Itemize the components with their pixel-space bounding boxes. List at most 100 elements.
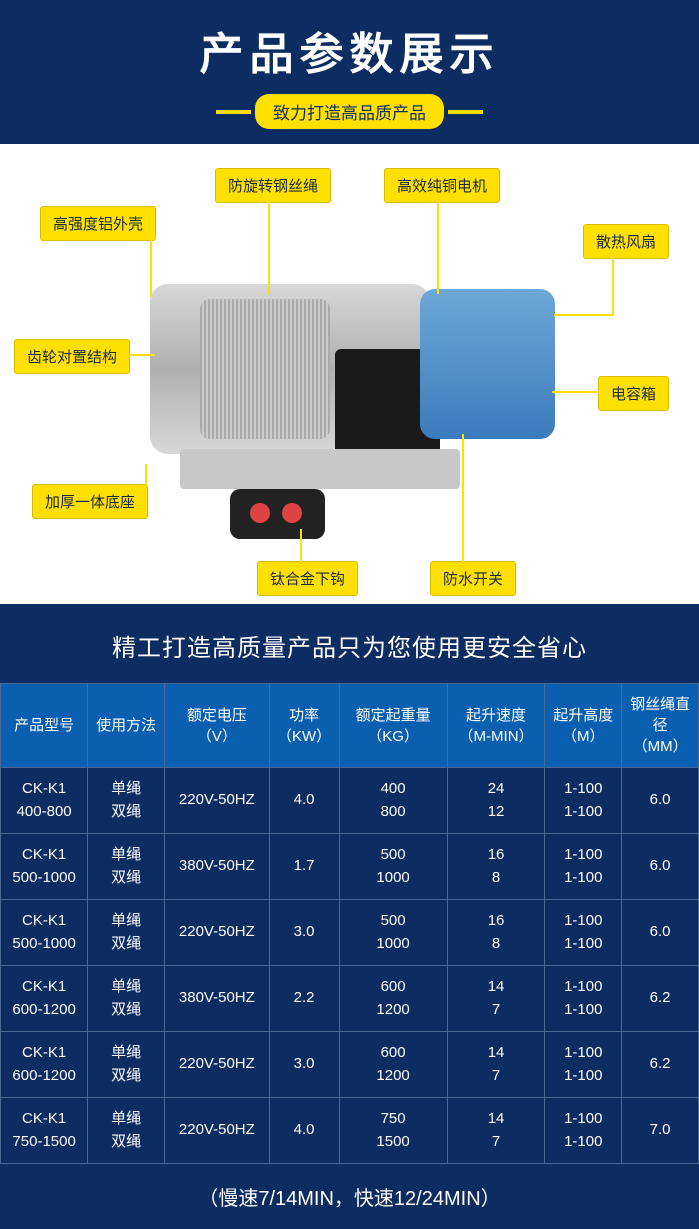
table-cell: 单绳双绳 bbox=[88, 900, 165, 966]
table-cell: 220V-50HZ bbox=[165, 768, 270, 834]
spec-table: 产品型号使用方法额定电压（V）功率（KW）额定起重量（KG）起升速度（M-MIN… bbox=[0, 683, 699, 1164]
footnote: （慢速7/14MIN，快速12/24MIN） bbox=[0, 1164, 699, 1229]
table-cell: 1-1001-100 bbox=[545, 768, 622, 834]
table-cell: 6.2 bbox=[622, 966, 699, 1032]
table-header-cell: 使用方法 bbox=[88, 684, 165, 768]
table-cell: CK-K1400-800 bbox=[1, 768, 88, 834]
winch-base bbox=[180, 449, 460, 489]
table-cell: 220V-50HZ bbox=[165, 1098, 270, 1164]
leader-bottom-mid bbox=[300, 529, 302, 563]
product-illustration bbox=[140, 229, 560, 559]
leader-right-upper-v bbox=[612, 255, 614, 315]
table-cell: 220V-50HZ bbox=[165, 1032, 270, 1098]
table-cell: 168 bbox=[447, 834, 545, 900]
table-row: CK-K1750-1500单绳双绳220V-50HZ4.075015001471… bbox=[1, 1098, 699, 1164]
winch-drum bbox=[200, 299, 330, 439]
table-row: CK-K1600-1200单绳双绳380V-50HZ2.260012001471… bbox=[1, 966, 699, 1032]
table-cell: 147 bbox=[447, 1098, 545, 1164]
leader-right-mid bbox=[552, 391, 607, 393]
table-cell: 1-1001-100 bbox=[545, 966, 622, 1032]
table-cell: 单绳双绳 bbox=[88, 1098, 165, 1164]
table-cell: 168 bbox=[447, 900, 545, 966]
table-cell: CK-K1750-1500 bbox=[1, 1098, 88, 1164]
subtitle-wrap: 致力打造高品质产品 bbox=[0, 94, 699, 129]
table-cell: 2.2 bbox=[269, 966, 339, 1032]
leader-top-right bbox=[437, 199, 439, 294]
table-cell: 6.2 bbox=[622, 1032, 699, 1098]
table-cell: 7501500 bbox=[339, 1098, 447, 1164]
table-cell: 2412 bbox=[447, 768, 545, 834]
leader-left-mid bbox=[120, 354, 155, 356]
table-cell: 4.0 bbox=[269, 1098, 339, 1164]
callout-right-mid: 电容箱 bbox=[598, 376, 669, 411]
table-header-cell: 钢丝绳直径（MM） bbox=[622, 684, 699, 768]
header: 产品参数展示 致力打造高品质产品 bbox=[0, 0, 699, 144]
leader-bottom-right bbox=[462, 434, 464, 563]
table-row: CK-K1600-1200单绳双绳220V-50HZ3.060012001471… bbox=[1, 1032, 699, 1098]
table-body: CK-K1400-800单绳双绳220V-50HZ4.040080024121-… bbox=[1, 768, 699, 1164]
table-cell: CK-K1500-1000 bbox=[1, 900, 88, 966]
leader-top-left bbox=[150, 237, 152, 297]
table-cell: 1.7 bbox=[269, 834, 339, 900]
table-cell: 7.0 bbox=[622, 1098, 699, 1164]
page-title: 产品参数展示 bbox=[0, 18, 699, 82]
subtitle-bar-left bbox=[216, 110, 251, 114]
table-cell: 单绳双绳 bbox=[88, 768, 165, 834]
table-row: CK-K1400-800单绳双绳220V-50HZ4.040080024121-… bbox=[1, 768, 699, 834]
callout-bottom-right: 防水开关 bbox=[430, 561, 516, 596]
table-row: CK-K1500-1000单绳双绳380V-50HZ1.750010001681… bbox=[1, 834, 699, 900]
table-header-cell: 额定电压（V） bbox=[165, 684, 270, 768]
table-cell: 4.0 bbox=[269, 768, 339, 834]
tagline-section: 精工打造高质量产品只为您使用更安全省心 bbox=[0, 604, 699, 683]
table-cell: 3.0 bbox=[269, 1032, 339, 1098]
callout-bottom-left: 加厚一体底座 bbox=[32, 484, 148, 519]
callout-right-upper: 散热风扇 bbox=[583, 224, 669, 259]
table-cell: 6001200 bbox=[339, 1032, 447, 1098]
table-cell: 5001000 bbox=[339, 834, 447, 900]
callout-top-mid: 防旋转钢丝绳 bbox=[215, 168, 331, 203]
table-cell: 220V-50HZ bbox=[165, 900, 270, 966]
leader-bottom-left bbox=[145, 464, 147, 486]
spec-table-section: 产品型号使用方法额定电压（V）功率（KW）额定起重量（KG）起升速度（M-MIN… bbox=[0, 683, 699, 1164]
table-cell: CK-K1600-1200 bbox=[1, 1032, 88, 1098]
table-cell: 6001200 bbox=[339, 966, 447, 1032]
callout-left-mid: 齿轮对置结构 bbox=[14, 339, 130, 374]
callout-top-right: 高效纯铜电机 bbox=[384, 168, 500, 203]
table-header-row: 产品型号使用方法额定电压（V）功率（KW）额定起重量（KG）起升速度（M-MIN… bbox=[1, 684, 699, 768]
winch-motor bbox=[420, 289, 555, 439]
table-row: CK-K1500-1000单绳双绳220V-50HZ3.050010001681… bbox=[1, 900, 699, 966]
table-cell: 380V-50HZ bbox=[165, 966, 270, 1032]
table-header-cell: 产品型号 bbox=[1, 684, 88, 768]
table-cell: 6.0 bbox=[622, 900, 699, 966]
subtitle: 致力打造高品质产品 bbox=[255, 94, 444, 129]
product-diagram: 高强度铝外壳 防旋转钢丝绳 高效纯铜电机 散热风扇 齿轮对置结构 电容箱 加厚一… bbox=[0, 144, 699, 604]
table-cell: 3.0 bbox=[269, 900, 339, 966]
table-cell: 1-1001-100 bbox=[545, 1032, 622, 1098]
table-cell: 单绳双绳 bbox=[88, 966, 165, 1032]
remote-control bbox=[230, 489, 325, 539]
table-cell: 400800 bbox=[339, 768, 447, 834]
callout-bottom-mid: 钛合金下钩 bbox=[257, 561, 358, 596]
table-cell: CK-K1600-1200 bbox=[1, 966, 88, 1032]
leader-top-mid bbox=[268, 199, 270, 294]
table-cell: 1-1001-100 bbox=[545, 834, 622, 900]
table-header-cell: 起升高度（M） bbox=[545, 684, 622, 768]
table-cell: 6.0 bbox=[622, 834, 699, 900]
subtitle-bar-right bbox=[448, 110, 483, 114]
table-cell: 单绳双绳 bbox=[88, 834, 165, 900]
leader-right-upper-h bbox=[554, 314, 614, 316]
callout-top-left: 高强度铝外壳 bbox=[40, 206, 156, 241]
table-cell: 147 bbox=[447, 966, 545, 1032]
table-cell: 6.0 bbox=[622, 768, 699, 834]
table-header-cell: 额定起重量（KG） bbox=[339, 684, 447, 768]
table-cell: 147 bbox=[447, 1032, 545, 1098]
table-cell: 380V-50HZ bbox=[165, 834, 270, 900]
table-cell: CK-K1500-1000 bbox=[1, 834, 88, 900]
table-header-cell: 功率（KW） bbox=[269, 684, 339, 768]
tagline: 精工打造高质量产品只为您使用更安全省心 bbox=[0, 628, 699, 663]
table-cell: 1-1001-100 bbox=[545, 900, 622, 966]
table-header-cell: 起升速度（M-MIN） bbox=[447, 684, 545, 768]
table-cell: 单绳双绳 bbox=[88, 1032, 165, 1098]
table-cell: 1-1001-100 bbox=[545, 1098, 622, 1164]
table-cell: 5001000 bbox=[339, 900, 447, 966]
